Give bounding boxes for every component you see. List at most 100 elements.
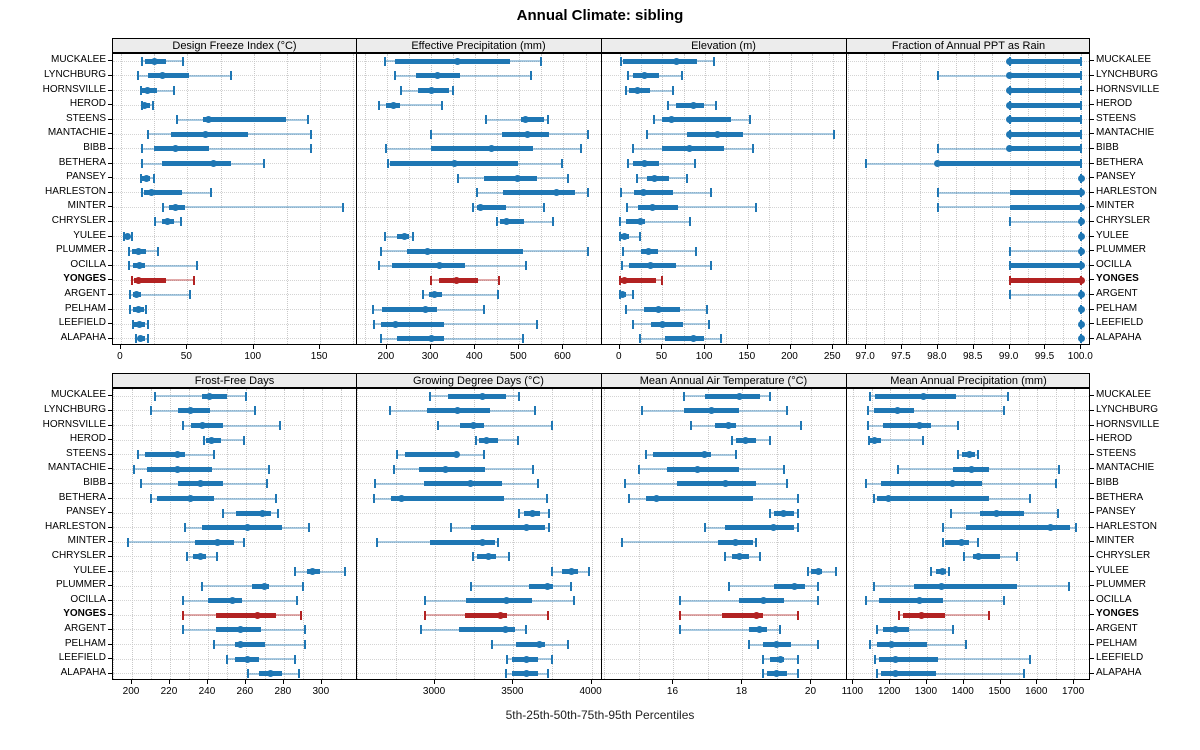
whisker-cap-high (715, 100, 718, 110)
y-tick-left (108, 395, 112, 397)
whisker-cap-high (1080, 71, 1083, 81)
whisker-cap-high (298, 669, 301, 679)
station-label-left-argent: ARGENT (64, 287, 106, 299)
y-tick-left (108, 308, 112, 310)
median-dot (196, 480, 204, 488)
x-tick-label: 200 (122, 686, 140, 697)
median-dot (641, 160, 649, 167)
iqr-bar (145, 452, 186, 458)
whisker-cap-high (1003, 406, 1006, 416)
station-label-right-muckalee: MUCKALEE (1096, 389, 1152, 401)
station-label-left-pansey: PANSEY (66, 506, 106, 518)
y-tick-right (1090, 264, 1094, 266)
x-tick-label: 1300 (914, 686, 938, 697)
whisker-cap-high (1080, 56, 1083, 66)
median-dot (253, 611, 261, 619)
whisker-cap-high (545, 494, 548, 503)
whisker-cap-high (341, 202, 344, 212)
whisker (628, 162, 695, 165)
whisker-cap-high (157, 246, 160, 256)
gridline (552, 389, 554, 679)
median-dot (476, 203, 484, 211)
median-dot (397, 495, 405, 502)
x-tick-label: 400 (465, 351, 483, 362)
station-label-left-harleston: HARLESTON (45, 185, 106, 197)
whisker-cap-high (710, 188, 713, 198)
x-tick-label: 99.0 (998, 351, 1019, 362)
whisker-cap-high (244, 391, 247, 401)
whisker (485, 118, 549, 121)
median-dot (1077, 233, 1085, 240)
x-axis-growing-degree-days-c: 3000 3500 4000 (355, 680, 602, 700)
x-tick (972, 345, 974, 349)
y-tick-right (1090, 526, 1094, 528)
whisker-cap-low (550, 567, 553, 576)
median-dot (453, 276, 461, 284)
strip-title-elevation-m: Elevation (m) (691, 39, 756, 52)
whisker-cap-high (294, 654, 297, 664)
station-label-left-herod: HEROD (69, 98, 106, 110)
whisker-cap-low (491, 640, 494, 649)
whisker-cap-low (400, 86, 403, 95)
whisker-cap-high (639, 232, 642, 241)
whisker-cap-high (587, 129, 590, 139)
median-dot (236, 641, 244, 648)
median-dot (244, 655, 252, 663)
panel-mean-annual-precipitation-mm (846, 389, 1091, 679)
whisker-cap-high (796, 523, 799, 533)
station-label-left-yulee: YULEE (73, 564, 106, 576)
median-dot (259, 509, 267, 517)
whisker-cap-low (379, 334, 382, 344)
x-tick-label: 100 (244, 351, 262, 362)
whisker-cap-high (1056, 508, 1059, 518)
iqr-bar (634, 190, 673, 196)
strip-title-mean-annual-precipitation-mm: Mean Annual Precipitation (mm) (890, 374, 1047, 387)
median-dot (966, 451, 974, 459)
gridline (497, 54, 499, 344)
x-tick (999, 680, 1001, 684)
station-label-left-hornsville: HORNSVILLE (42, 83, 106, 95)
whisker-cap-high (536, 479, 539, 489)
whisker (496, 220, 554, 223)
whisker-cap-low (624, 86, 627, 95)
y-tick-left (108, 89, 112, 91)
panel-divider (846, 54, 847, 344)
whisker (395, 74, 532, 77)
whisker-cap-low (456, 173, 459, 183)
whisker-cap-low (641, 406, 644, 416)
whisker-cap-low (936, 144, 939, 154)
whisker-cap-low (146, 129, 149, 139)
x-tick (512, 680, 514, 684)
median-dot (888, 641, 896, 648)
whisker-cap-high (151, 100, 154, 110)
x-tick-label: 18 (735, 686, 748, 697)
y-tick-left (108, 323, 112, 325)
gridline (264, 389, 266, 679)
iqr-bar (528, 583, 554, 589)
whisker-cap-low (644, 450, 647, 460)
median-dot (142, 174, 150, 182)
x-tick-label: 97.0 (855, 351, 875, 362)
whisker (868, 409, 1005, 412)
whisker (154, 395, 246, 398)
panel-divider (846, 389, 847, 679)
median-dot (523, 655, 531, 663)
y-tick-right (1090, 672, 1094, 674)
y-tick-right (1090, 162, 1094, 164)
whisker-cap-high (216, 552, 219, 562)
station-label-left-steens: STEENS (65, 447, 106, 459)
whisker-cap-high (570, 581, 573, 591)
iqr-bar (382, 307, 437, 312)
y-tick-left (108, 104, 112, 106)
station-label-left-hornsville: HORNSVILLE (42, 418, 106, 430)
gridline (1074, 389, 1076, 679)
station-label-left-mantachie: MANTACHIE (47, 127, 106, 139)
whisker (150, 497, 277, 500)
whisker-cap-low (731, 435, 734, 445)
gridline (662, 54, 664, 344)
gridline (707, 389, 709, 679)
whisker-cap-high (1003, 596, 1006, 606)
y-tick-left (108, 512, 112, 514)
x-tick-label: 200 (377, 351, 395, 362)
whisker (1009, 293, 1082, 296)
